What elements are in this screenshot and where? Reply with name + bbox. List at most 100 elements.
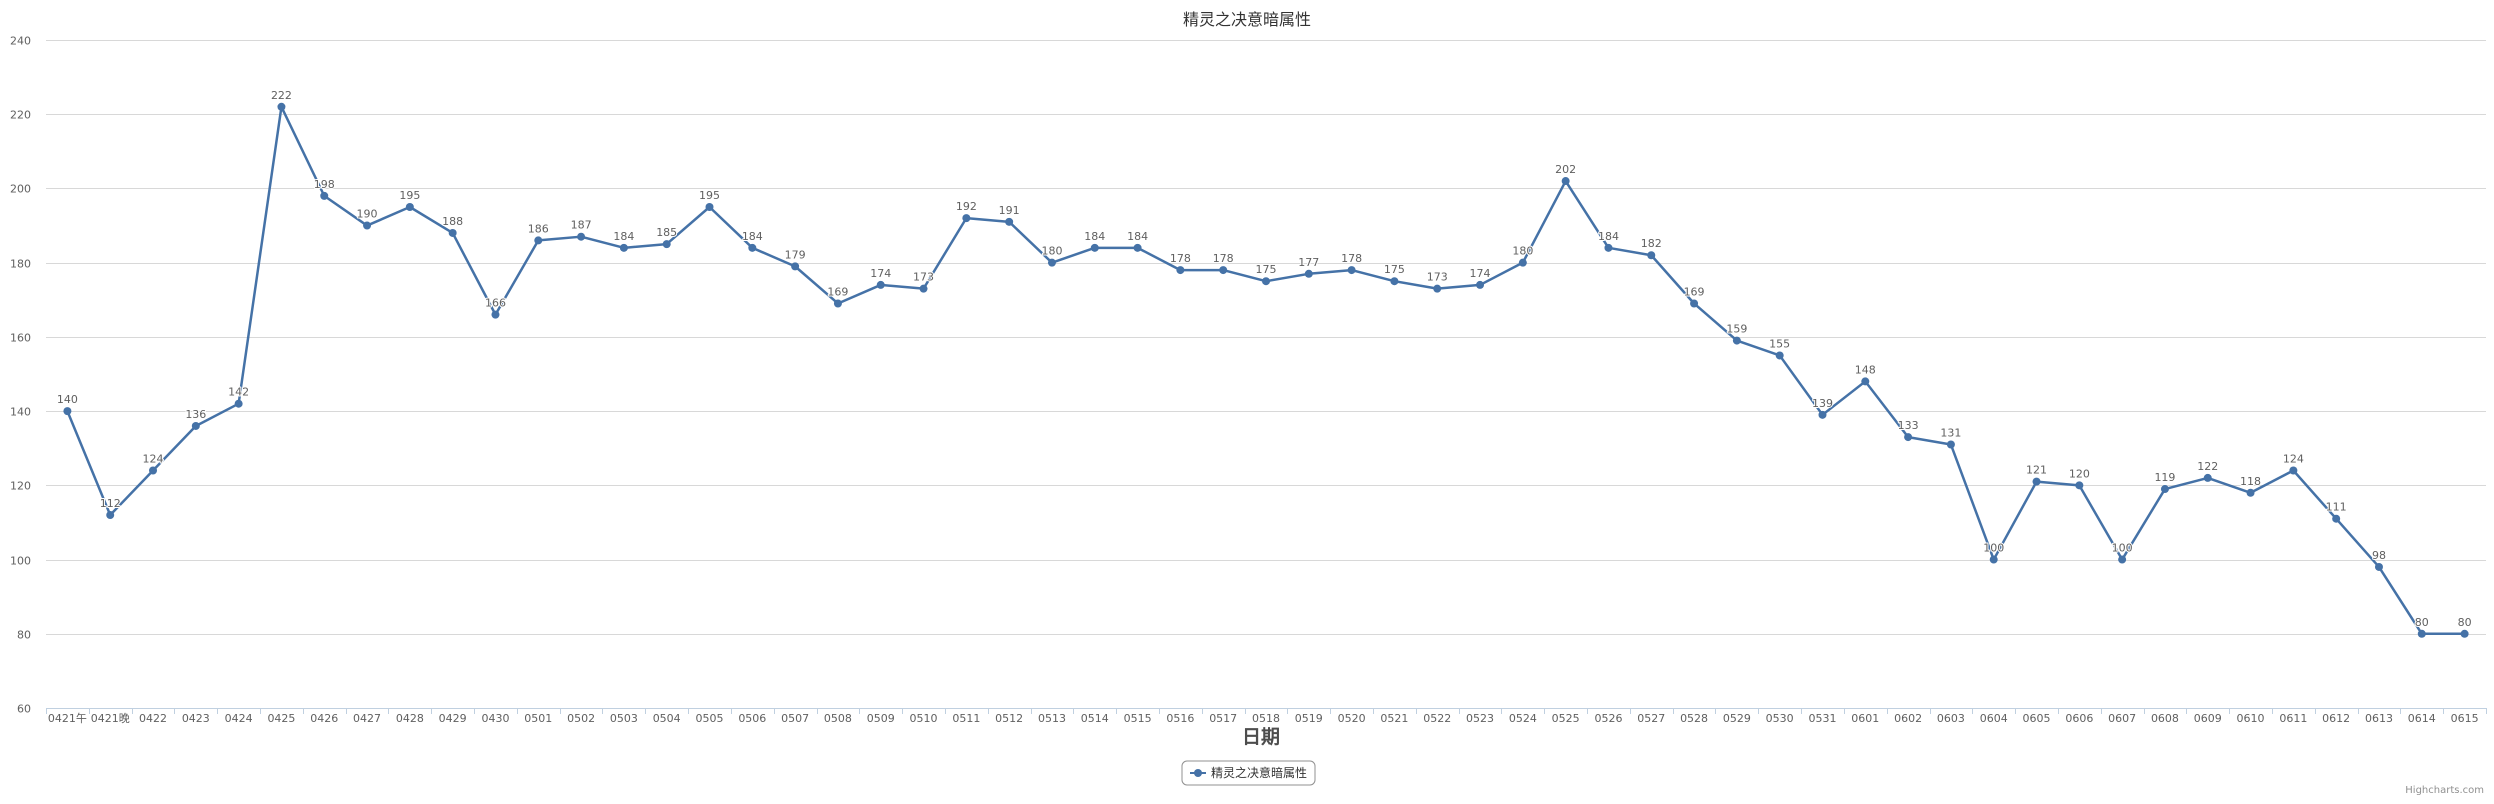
data-point[interactable] <box>1476 280 1485 289</box>
x-tick-label: 0608 <box>2151 712 2179 725</box>
data-label: 192 <box>956 200 977 213</box>
data-point[interactable] <box>1176 266 1185 275</box>
x-tick-label: 0514 <box>1081 712 1109 725</box>
x-tick-label: 0518 <box>1252 712 1280 725</box>
data-point[interactable] <box>448 228 457 237</box>
credits-link[interactable]: Highcharts.com <box>2405 785 2484 796</box>
data-point[interactable] <box>1133 243 1142 252</box>
data-point[interactable] <box>1262 277 1270 286</box>
data-label: 178 <box>1341 252 1362 265</box>
data-point[interactable] <box>405 203 414 211</box>
data-point[interactable] <box>1604 243 1613 252</box>
data-point[interactable] <box>1047 258 1056 267</box>
data-point[interactable] <box>234 399 243 408</box>
data-point[interactable] <box>2417 629 2426 638</box>
data-point[interactable] <box>1690 299 1699 308</box>
x-tick-label: 0521 <box>1380 712 1408 725</box>
x-tick-label: 0428 <box>396 712 424 725</box>
data-label: 169 <box>1684 285 1705 298</box>
y-tick-label: 80 <box>17 629 31 642</box>
x-tick-label: 0525 <box>1552 712 1580 725</box>
data-label: 175 <box>1256 263 1277 276</box>
data-point[interactable] <box>1861 377 1870 386</box>
data-point[interactable] <box>1904 433 1913 442</box>
data-point[interactable] <box>1775 351 1784 360</box>
data-point[interactable] <box>2289 466 2298 475</box>
y-tick-label: 160 <box>10 332 31 345</box>
data-point[interactable] <box>149 466 158 475</box>
data-label: 174 <box>1470 267 1491 280</box>
data-point[interactable] <box>1818 410 1827 419</box>
x-tick-label: 0522 <box>1423 712 1451 725</box>
data-point[interactable] <box>962 214 971 223</box>
data-label: 179 <box>785 248 806 261</box>
data-point[interactable] <box>1732 336 1741 345</box>
data-point[interactable] <box>106 511 115 520</box>
x-tick-label: 0508 <box>824 712 852 725</box>
data-point[interactable] <box>833 299 842 308</box>
y-tick-label: 60 <box>17 703 31 716</box>
data-point[interactable] <box>662 240 671 249</box>
data-label: 173 <box>1427 271 1448 284</box>
data-point[interactable] <box>2203 473 2212 482</box>
data-label: 139 <box>1812 397 1833 410</box>
data-point[interactable] <box>791 262 800 271</box>
data-point[interactable] <box>1347 266 1356 275</box>
data-point[interactable] <box>2332 514 2341 523</box>
x-tick-label: 0422 <box>139 712 167 725</box>
data-label: 198 <box>314 178 335 191</box>
data-label: 187 <box>571 219 592 232</box>
data-label: 80 <box>2458 616 2472 629</box>
data-point[interactable] <box>1518 258 1527 267</box>
legend-box <box>1181 760 1316 786</box>
data-point[interactable] <box>1090 243 1099 252</box>
x-tick-label: 0603 <box>1937 712 1965 725</box>
data-point[interactable] <box>705 203 714 211</box>
data-point[interactable] <box>2374 562 2383 571</box>
data-point[interactable] <box>748 243 757 252</box>
data-point[interactable] <box>2246 488 2255 497</box>
x-tick-label: 0524 <box>1509 712 1537 725</box>
data-point[interactable] <box>2032 477 2041 486</box>
data-point[interactable] <box>1946 440 1955 449</box>
data-point[interactable] <box>2118 555 2127 564</box>
data-label: 148 <box>1855 363 1876 376</box>
data-point[interactable] <box>2075 481 2084 490</box>
data-point[interactable] <box>1647 251 1656 260</box>
data-point[interactable] <box>1304 269 1313 278</box>
data-point[interactable] <box>1561 177 1570 186</box>
data-point[interactable] <box>363 221 372 230</box>
data-point[interactable] <box>491 310 500 319</box>
data-point[interactable] <box>1219 266 1228 275</box>
grid-lines <box>46 40 2486 709</box>
data-point[interactable] <box>277 102 286 111</box>
data-point[interactable] <box>619 243 628 252</box>
data-point[interactable] <box>1433 284 1442 293</box>
data-label: 169 <box>827 285 848 298</box>
data-label: 174 <box>870 267 891 280</box>
data-point[interactable] <box>63 407 72 416</box>
data-label: 182 <box>1641 237 1662 250</box>
data-label: 159 <box>1726 323 1747 336</box>
data-point[interactable] <box>2160 485 2169 494</box>
data-point[interactable] <box>1005 217 1014 226</box>
data-point[interactable] <box>1989 555 1998 564</box>
x-tick-label: 0610 <box>2237 712 2265 725</box>
data-label: 173 <box>913 271 934 284</box>
data-point[interactable] <box>320 191 329 200</box>
data-point[interactable] <box>1390 277 1399 286</box>
data-point[interactable] <box>876 280 885 289</box>
legend-item-label[interactable]: 精灵之决意暗属性 <box>1211 765 1307 780</box>
data-label: 180 <box>1512 245 1533 258</box>
x-tick-label: 0503 <box>610 712 638 725</box>
x-tick-label: 0611 <box>2279 712 2307 725</box>
data-point[interactable] <box>577 232 586 241</box>
data-point[interactable] <box>534 236 543 245</box>
data-label: 131 <box>1940 427 1961 440</box>
legend[interactable]: 精灵之决意暗属性 <box>1181 760 1316 786</box>
data-point[interactable] <box>919 284 928 293</box>
data-point[interactable] <box>191 421 200 430</box>
data-label: 100 <box>1983 542 2004 555</box>
data-point[interactable] <box>2460 629 2469 638</box>
